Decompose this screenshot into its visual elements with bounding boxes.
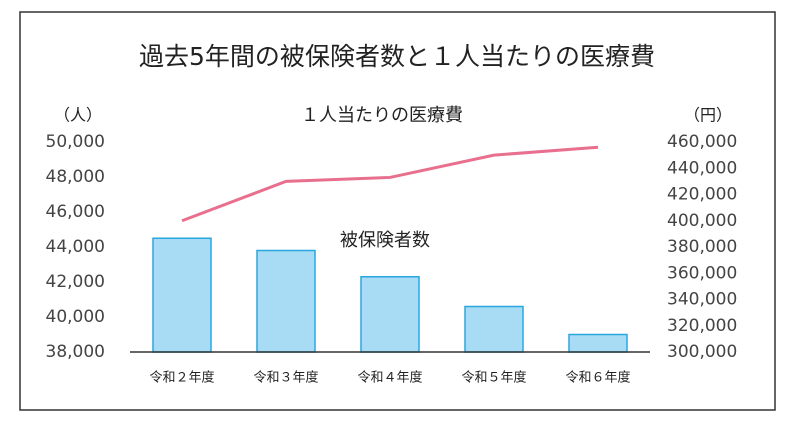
frame — [19, 11, 776, 411]
y-tick-label: 44,000 — [46, 237, 105, 257]
series-label: １人当たりの医療費 — [301, 105, 463, 126]
chart-title: 過去5年間の被保険者数と１人当たりの医療費 — [139, 42, 655, 71]
y2-tick-label: 400,000 — [667, 211, 737, 231]
series-label: 被保険者数 — [340, 230, 430, 251]
y-tick-label: 48,000 — [46, 167, 105, 187]
bar — [464, 305, 524, 353]
y2-tick-label: 300,000 — [667, 342, 737, 362]
x-tick-label: 令和５年度 — [461, 370, 526, 386]
x-tick-label: 令和４年度 — [357, 370, 422, 386]
y2-axis-label: （円） — [684, 106, 732, 125]
y-axis-label: （人） — [54, 106, 102, 125]
bar — [360, 276, 420, 353]
y-tick-label: 40,000 — [46, 307, 105, 327]
y-tick-label: 42,000 — [46, 272, 105, 292]
y-tick-label: 38,000 — [46, 342, 105, 362]
x-tick-label: 令和３年度 — [253, 370, 318, 386]
y-tick-label: 46,000 — [46, 202, 105, 222]
bar — [568, 333, 628, 353]
y2-tick-label: 380,000 — [667, 237, 737, 257]
y2-tick-label: 440,000 — [667, 158, 737, 178]
x-tick-label: 令和２年度 — [149, 370, 214, 386]
y2-tick-label: 420,000 — [667, 185, 737, 205]
y2-tick-label: 320,000 — [667, 316, 737, 336]
y2-tick-label: 360,000 — [667, 263, 737, 283]
line — [181, 145, 599, 223]
y-tick-label: 50,000 — [46, 132, 105, 152]
bar — [256, 249, 316, 353]
bar — [152, 237, 212, 353]
y2-tick-label: 340,000 — [667, 290, 737, 310]
x-tick-label: 令和６年度 — [565, 370, 630, 386]
y2-tick-label: 460,000 — [667, 132, 737, 152]
